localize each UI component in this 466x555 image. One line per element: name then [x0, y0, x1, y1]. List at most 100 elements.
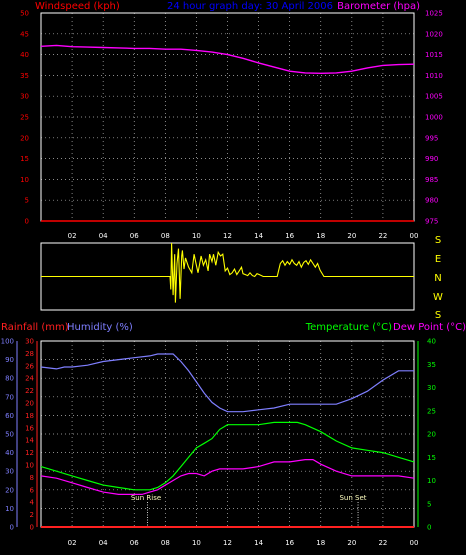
windspeed-tick-label: 45 [20, 30, 29, 38]
barometer-tick-label: 985 [425, 176, 438, 184]
wind-barometer-chart: 0510152025303540455097598098599099510001… [20, 10, 443, 241]
x-tick-label: 00 [410, 232, 419, 240]
rainfall-tick-label: 16 [25, 424, 34, 432]
x-tick-label: 12 [223, 539, 232, 547]
humidity-tick-label: 50 [5, 431, 14, 439]
windspeed-tick-label: 0 [25, 218, 29, 226]
barometer-tick-label: 1005 [425, 93, 443, 101]
x-tick-label: 00 [410, 539, 419, 547]
humidity-tick-label: 100 [1, 338, 14, 346]
x-tick-label: 14 [254, 232, 263, 240]
barometer-tick-label: 1025 [425, 10, 443, 18]
temperature-line [40, 421, 415, 491]
temperature-humidity-chart: 0102030405060708090100024681012141618202… [1, 338, 436, 548]
temperature-tick-label: 25 [427, 407, 436, 415]
rainfall-tick-label: 18 [25, 412, 34, 420]
x-tick-label: 12 [223, 232, 232, 240]
x-tick-label: 22 [378, 232, 387, 240]
humidity-axis-title: Humidity (%) [67, 322, 133, 333]
humidity-tick-label: 40 [5, 449, 14, 457]
x-tick-label: 22 [378, 539, 387, 547]
rainfall-tick-label: 26 [25, 362, 34, 370]
dewpoint-axis-title: Dew Point (°C) [393, 322, 466, 333]
x-tick-label: 20 [347, 539, 356, 547]
barometer-tick-label: 980 [425, 197, 438, 205]
windspeed-tick-label: 40 [20, 51, 29, 59]
x-tick-label: 10 [192, 232, 201, 240]
x-tick-label: 08 [161, 232, 170, 240]
rainfall-tick-label: 0 [30, 524, 34, 532]
temperature-axis-title: Temperature (°C) [305, 322, 392, 333]
x-tick-label: 06 [130, 539, 139, 547]
x-tick-label: 10 [192, 539, 201, 547]
x-tick-label: 04 [99, 539, 108, 547]
humidity-tick-label: 20 [5, 486, 14, 494]
windspeed-tick-label: 10 [20, 176, 29, 184]
compass-label: S [435, 310, 441, 321]
x-tick-label: 14 [254, 539, 263, 547]
windspeed-tick-label: 15 [20, 155, 29, 163]
temperature-tick-label: 15 [427, 454, 436, 462]
humidity-tick-label: 90 [5, 356, 14, 364]
temperature-tick-label: 35 [427, 361, 436, 369]
sunrise-label: Sun Rise [131, 494, 161, 502]
rainfall-tick-label: 30 [25, 338, 34, 346]
x-tick-label: 18 [316, 232, 325, 240]
rainfall-tick-label: 12 [25, 449, 34, 457]
rainfall-tick-label: 14 [25, 437, 34, 445]
humidity-tick-label: 60 [5, 412, 14, 420]
compass-label: N [434, 273, 441, 284]
barometer-line [40, 44, 415, 75]
rainfall-tick-label: 8 [30, 474, 34, 482]
temperature-tick-label: 40 [427, 338, 436, 346]
windspeed-tick-label: 35 [20, 72, 29, 80]
graph-title: 24 hour graph day: 30 April 2006 [167, 1, 333, 12]
humidity-tick-label: 70 [5, 393, 14, 401]
compass-label: S [435, 235, 441, 246]
humidity-tick-label: 10 [5, 505, 14, 513]
x-tick-label: 04 [99, 232, 108, 240]
wind-direction-line [41, 242, 414, 303]
rainfall-tick-label: 24 [25, 375, 34, 383]
temperature-tick-label: 0 [427, 524, 431, 532]
windspeed-tick-label: 25 [20, 114, 29, 122]
windspeed-tick-label: 50 [20, 10, 29, 18]
x-tick-label: 16 [285, 539, 294, 547]
humidity-tick-label: 0 [10, 524, 14, 532]
x-tick-label: 20 [347, 232, 356, 240]
rainfall-tick-label: 28 [25, 350, 34, 358]
rainfall-axis-title: Rainfall (mm) [1, 322, 69, 333]
rainfall-tick-label: 2 [30, 511, 34, 519]
rainfall-tick-label: 4 [30, 499, 35, 507]
rainfall-tick-label: 20 [25, 400, 34, 408]
x-tick-label: 06 [130, 232, 139, 240]
x-tick-label: 08 [161, 539, 170, 547]
barometer-tick-label: 1000 [425, 114, 443, 122]
barometer-tick-label: 1015 [425, 51, 443, 59]
barometer-tick-label: 1010 [425, 72, 443, 80]
rainfall-tick-label: 10 [25, 462, 34, 470]
rainfall-tick-label: 6 [30, 486, 35, 494]
humidity-tick-label: 80 [5, 375, 14, 383]
dewpoint-line [40, 459, 415, 495]
x-tick-label: 02 [68, 232, 77, 240]
sunset-label: Sun Set [339, 494, 366, 502]
windspeed-tick-label: 5 [25, 197, 29, 205]
barometer-tick-label: 995 [425, 134, 438, 142]
barometer-tick-label: 990 [425, 155, 438, 163]
x-tick-label: 02 [68, 539, 77, 547]
compass-label: E [435, 254, 441, 265]
rainfall-tick-label: 22 [25, 387, 34, 395]
humidity-line [40, 353, 414, 413]
temperature-tick-label: 20 [427, 431, 436, 439]
barometer-tick-label: 975 [425, 218, 438, 226]
windspeed-tick-label: 30 [20, 93, 29, 101]
barometer-axis-title: Barometer (hpa) [337, 1, 420, 12]
barometer-tick-label: 1020 [425, 30, 443, 38]
windspeed-axis-title: Windspeed (kph) [35, 1, 120, 12]
temperature-tick-label: 10 [427, 477, 436, 485]
humidity-tick-label: 30 [5, 468, 14, 476]
temperature-tick-label: 30 [427, 384, 436, 392]
